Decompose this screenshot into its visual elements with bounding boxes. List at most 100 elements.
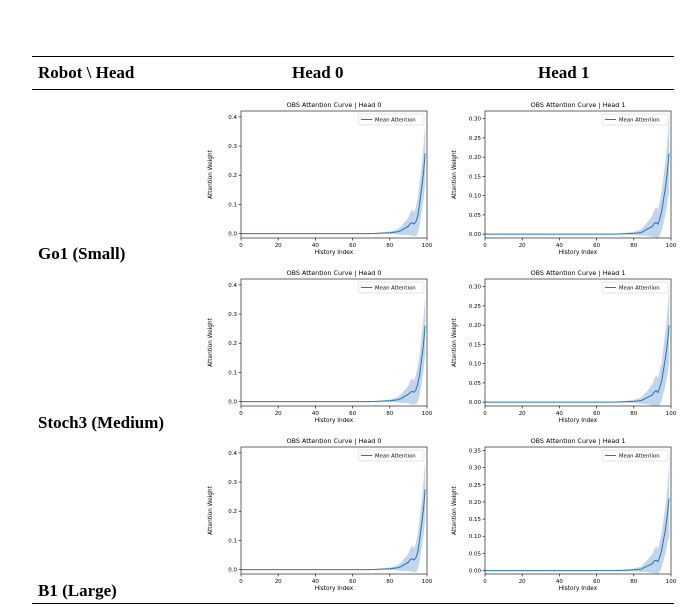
attention-chart-b1-head0: OBS Attention Curve | Head 0 0 20 40 60 80 100… xyxy=(208,437,433,592)
x-tick-label: 0 xyxy=(483,411,487,417)
y-tick-label: 0.15 xyxy=(469,174,482,180)
x-tick-label: 80 xyxy=(386,579,393,585)
confidence-band xyxy=(485,286,670,406)
legend-label: Mean Attention xyxy=(619,454,660,460)
row-label-go1: Go1 (Small) xyxy=(38,244,126,263)
y-tick-label: 0.3 xyxy=(228,312,237,318)
attention-chart-stoch3-head0: OBS Attention Curve | Head 0 0 20 40 60 80 100… xyxy=(208,269,433,424)
x-axis-label: History Index xyxy=(559,586,598,592)
confidence-band xyxy=(485,460,670,574)
y-tick-label: 0.10 xyxy=(469,194,482,200)
y-tick-label: 0.25 xyxy=(469,136,482,142)
confidence-band xyxy=(241,124,426,237)
y-axis-label: Attention Weight xyxy=(452,485,458,535)
x-tick-label: 0 xyxy=(483,579,487,585)
legend-box xyxy=(357,281,425,294)
y-tick-label: 0.15 xyxy=(469,517,482,523)
y-axis-label: Attention Weight xyxy=(452,317,458,367)
y-tick-label: 0.05 xyxy=(469,213,482,219)
confidence-band xyxy=(241,296,426,405)
mean-attention-line xyxy=(485,153,670,235)
x-tick-label: 20 xyxy=(519,579,526,585)
legend-box xyxy=(601,113,669,126)
y-tick-label: 0.00 xyxy=(469,232,482,238)
y-tick-label: 0.25 xyxy=(469,483,482,489)
x-tick-label: 80 xyxy=(630,243,637,249)
attention-chart-stoch3-head1: OBS Attention Curve | Head 1 0 20 40 60 80 100… xyxy=(452,269,677,424)
x-tick-label: 100 xyxy=(422,411,433,417)
chart-title: OBS Attention Curve | Head 1 xyxy=(531,437,626,445)
y-axis-label: Attention Weight xyxy=(452,149,458,199)
y-tick-label: 0.2 xyxy=(228,341,237,347)
x-axis-label: History Index xyxy=(315,250,354,256)
row-label-stoch3: Stoch3 (Medium) xyxy=(38,413,165,432)
x-tick-label: 0 xyxy=(483,243,487,249)
x-axis-label: History Index xyxy=(315,418,354,424)
x-tick-label: 40 xyxy=(312,243,319,249)
plot-frame xyxy=(240,446,428,575)
y-tick-label: 0.00 xyxy=(469,569,482,575)
y-tick-label: 0.30 xyxy=(469,466,482,472)
confidence-band xyxy=(241,460,426,573)
y-tick-label: 0.10 xyxy=(469,362,482,368)
y-tick-label: 0.3 xyxy=(228,144,237,150)
y-tick-label: 0.30 xyxy=(469,285,482,291)
x-tick-label: 100 xyxy=(422,243,433,249)
legend-box xyxy=(601,449,669,462)
x-tick-label: 80 xyxy=(386,243,393,249)
plot-frame xyxy=(484,278,672,407)
y-tick-label: 0.0 xyxy=(228,400,237,406)
x-axis-label: History Index xyxy=(559,250,598,256)
legend-label: Mean Attention xyxy=(375,286,416,292)
x-tick-label: 0 xyxy=(239,579,243,585)
chart-title: OBS Attention Curve | Head 0 xyxy=(287,269,382,277)
y-tick-label: 0.4 xyxy=(228,283,237,289)
y-tick-label: 0.4 xyxy=(228,451,237,457)
y-tick-label: 0.2 xyxy=(228,509,237,515)
x-tick-label: 20 xyxy=(275,579,282,585)
mean-attention-line xyxy=(241,489,426,571)
x-tick-label: 0 xyxy=(239,411,243,417)
x-tick-label: 100 xyxy=(666,411,677,417)
y-tick-label: 0.20 xyxy=(469,155,482,161)
x-tick-label: 20 xyxy=(519,411,526,417)
y-tick-label: 0.3 xyxy=(228,480,237,486)
y-tick-label: 0.15 xyxy=(469,342,482,348)
plot-frame xyxy=(484,446,672,575)
y-tick-label: 0.1 xyxy=(228,538,237,544)
x-axis-label: History Index xyxy=(315,586,354,592)
y-tick-label: 0.05 xyxy=(469,381,482,387)
x-tick-label: 60 xyxy=(593,243,600,249)
x-axis-label: History Index xyxy=(559,418,598,424)
x-tick-label: 0 xyxy=(239,243,243,249)
y-tick-label: 0.0 xyxy=(228,568,237,574)
y-tick-label: 0.1 xyxy=(228,370,237,376)
legend-box xyxy=(357,449,425,462)
mean-attention-line xyxy=(241,153,426,235)
x-tick-label: 80 xyxy=(630,411,637,417)
y-tick-label: 0.10 xyxy=(469,534,482,540)
x-tick-label: 80 xyxy=(630,579,637,585)
attention-chart-go1-head1: OBS Attention Curve | Head 1 0 20 40 60 80 100… xyxy=(452,101,677,256)
x-tick-label: 60 xyxy=(593,579,600,585)
plot-frame xyxy=(240,278,428,407)
chart-title: OBS Attention Curve | Head 1 xyxy=(531,269,626,277)
y-axis-label: Attention Weight xyxy=(208,317,214,367)
mean-attention-line xyxy=(485,498,670,572)
bottom-rule xyxy=(32,603,674,605)
header-robot-head: Robot \ Head xyxy=(38,63,135,82)
plot-frame xyxy=(240,110,428,239)
legend-label: Mean Attention xyxy=(619,118,660,124)
x-tick-label: 40 xyxy=(556,579,563,585)
chart-title: OBS Attention Curve | Head 0 xyxy=(287,101,382,109)
legend-box xyxy=(357,113,425,126)
y-axis-label: Attention Weight xyxy=(208,485,214,535)
x-tick-label: 40 xyxy=(556,243,563,249)
x-tick-label: 60 xyxy=(593,411,600,417)
plot-frame xyxy=(484,110,672,239)
y-tick-label: 0.1 xyxy=(228,202,237,208)
y-axis-label: Attention Weight xyxy=(208,149,214,199)
y-tick-label: 0.25 xyxy=(469,304,482,310)
row-label-b1: B1 (Large) xyxy=(38,581,117,600)
x-tick-label: 60 xyxy=(349,579,356,585)
